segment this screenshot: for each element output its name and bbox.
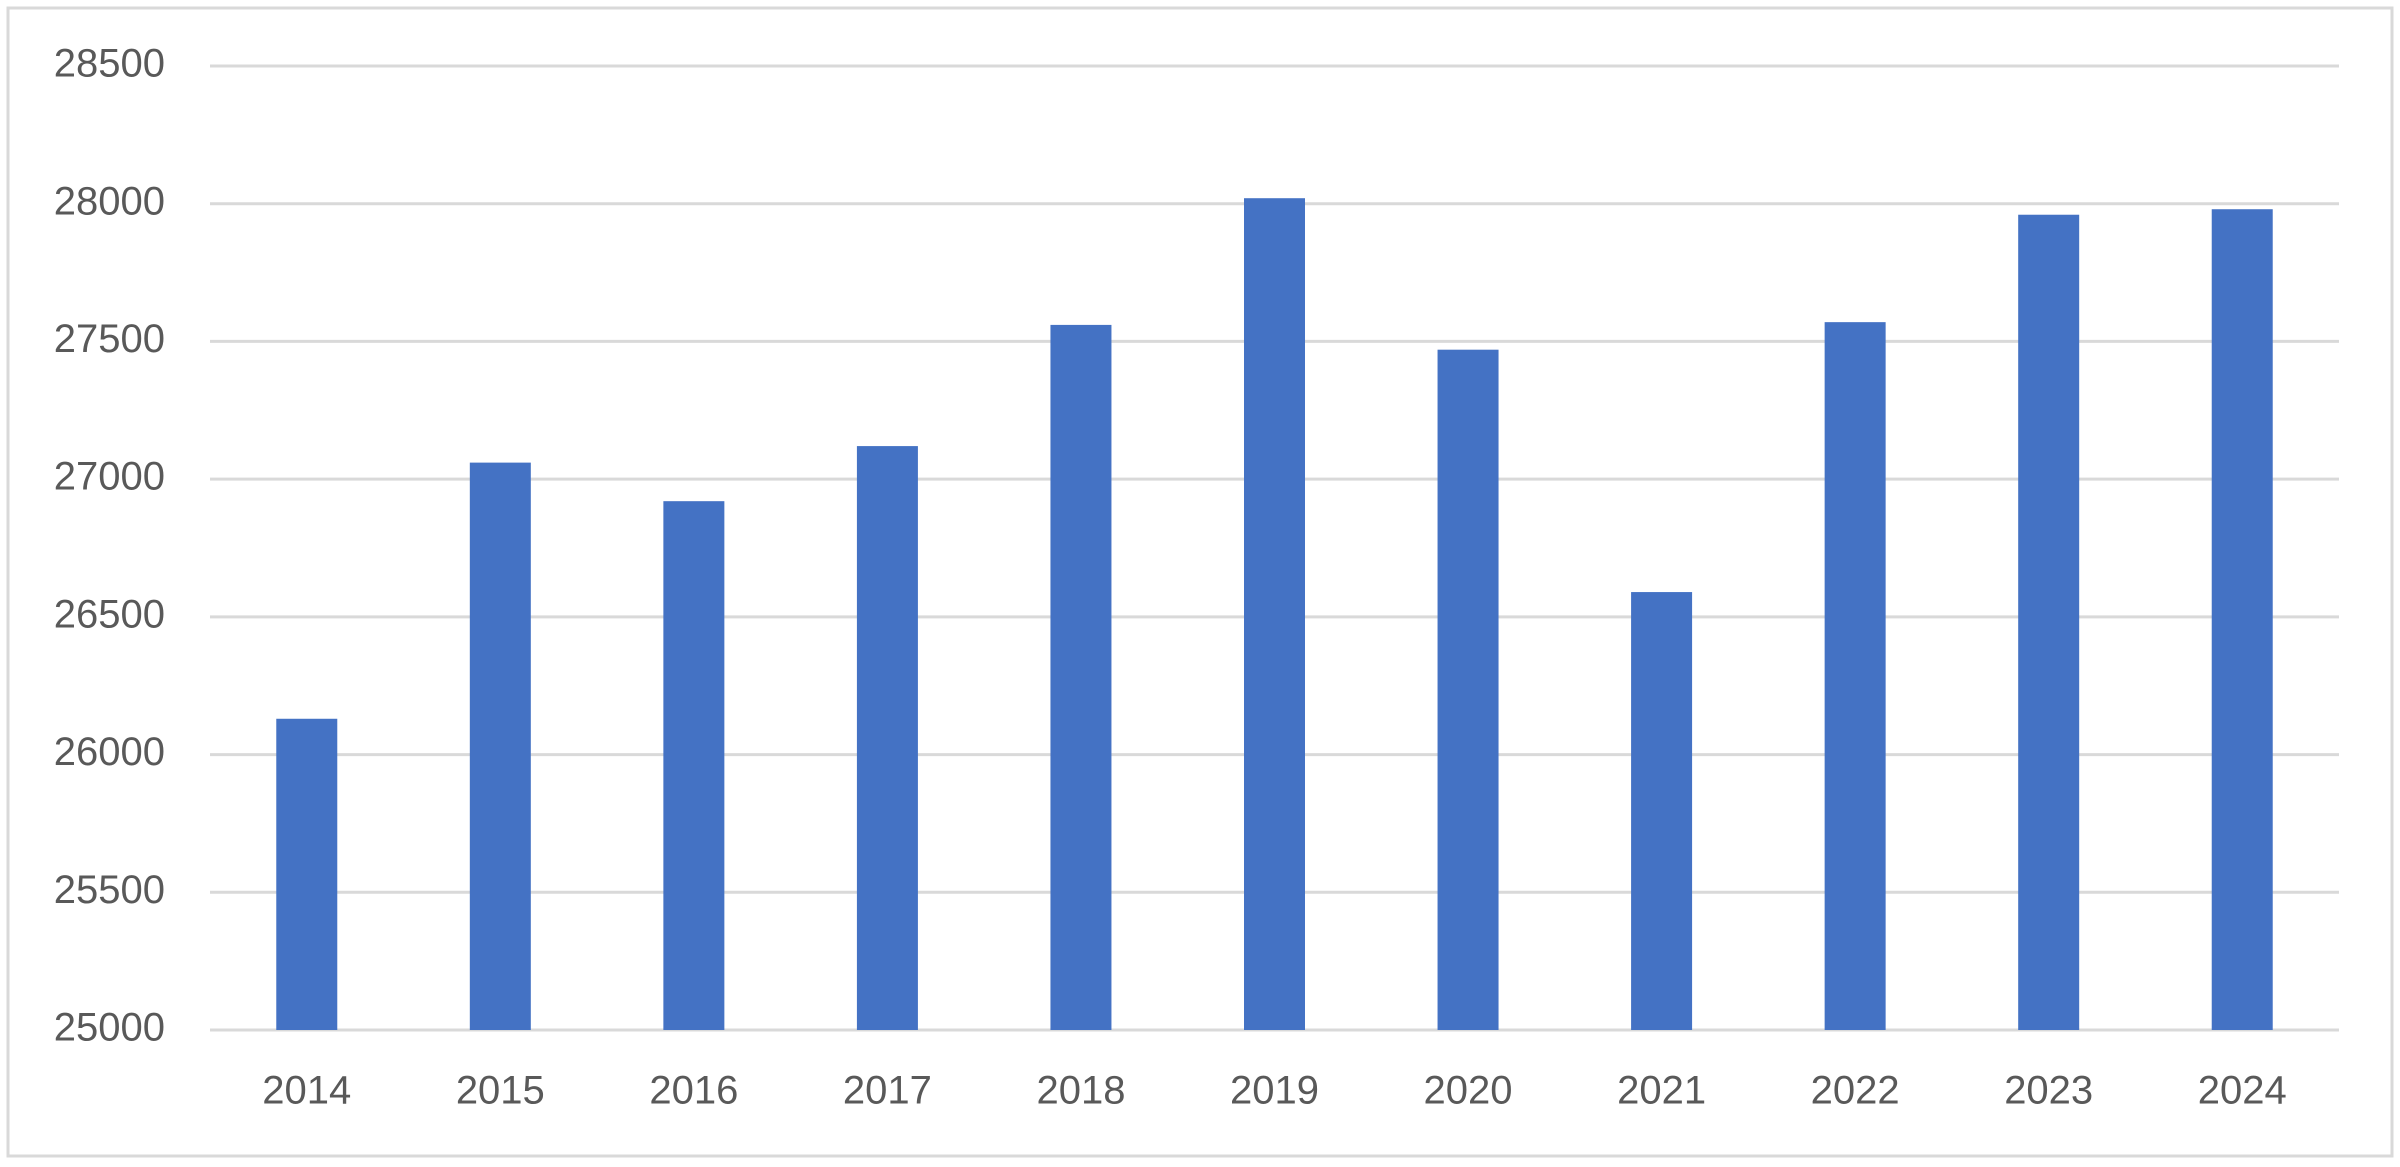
x-tick-label: 2014 <box>262 1069 351 1113</box>
bar <box>2018 214 2080 1030</box>
x-tick-label: 2021 <box>1617 1069 1706 1113</box>
x-tick-label: 2015 <box>456 1069 545 1113</box>
x-tick-label: 2023 <box>2004 1069 2093 1113</box>
bar <box>856 446 918 1030</box>
bar <box>276 718 338 1030</box>
y-tick-label: 27500 <box>54 317 165 361</box>
bar <box>2211 209 2273 1031</box>
x-tick-label: 2024 <box>2198 1069 2287 1113</box>
x-tick-label: 2017 <box>843 1069 932 1113</box>
x-tick-label: 2020 <box>1424 1069 1513 1113</box>
y-tick-label: 26000 <box>54 730 165 774</box>
y-tick-label: 26500 <box>54 592 165 636</box>
y-tick-label: 28000 <box>54 179 165 223</box>
bar <box>1050 324 1112 1031</box>
bar <box>1631 592 1693 1030</box>
bar <box>1244 198 1305 1031</box>
x-tick-label: 2018 <box>1036 1069 1125 1113</box>
x-tick-label: 2019 <box>1230 1069 1319 1113</box>
x-tick-label: 2016 <box>649 1069 738 1113</box>
bar <box>663 501 725 1031</box>
chart-border <box>6 6 2394 1158</box>
y-tick-label: 27000 <box>54 455 165 499</box>
x-tick-label: 2022 <box>1811 1069 1900 1113</box>
y-tick-label: 28500 <box>54 42 165 86</box>
y-tick-label: 25000 <box>54 1006 165 1050</box>
y-tick-label: 25500 <box>54 868 165 912</box>
bar <box>1824 322 1886 1030</box>
bar <box>1437 349 1499 1031</box>
bar <box>469 462 531 1030</box>
